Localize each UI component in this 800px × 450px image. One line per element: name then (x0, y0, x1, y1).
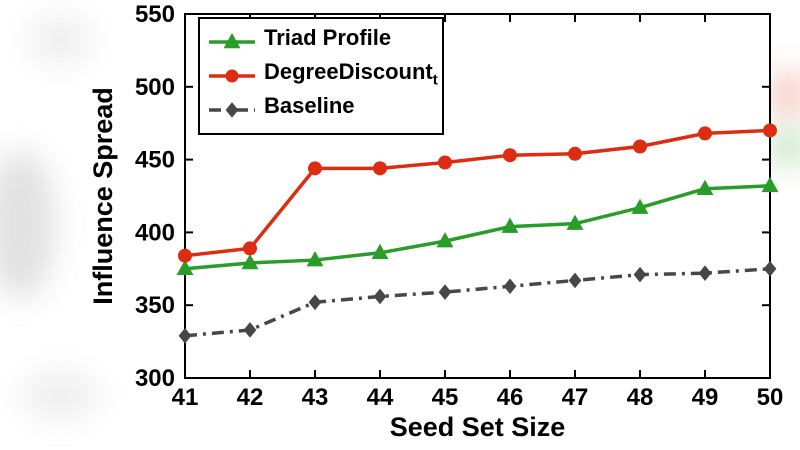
x-tick-label: 48 (627, 384, 654, 411)
y-tick-label: 450 (135, 147, 175, 174)
y-tick-label: 350 (135, 292, 175, 319)
y-tick-label: 500 (135, 74, 175, 101)
legend-sample-shape (223, 32, 241, 49)
data-point (306, 251, 324, 267)
legend-label: Baseline (264, 92, 355, 118)
data-point (436, 232, 454, 248)
data-point (503, 278, 517, 295)
series-line-1 (184, 128, 771, 258)
data-point (503, 148, 517, 163)
x-axis-label: Seed Set Size (389, 412, 566, 442)
legend-sample-line (209, 69, 255, 83)
legend-item-triad-profile: Triad Profile (208, 25, 432, 59)
data-point (373, 161, 387, 176)
legend: Triad Profile DegreeDiscountt Baseline (198, 17, 444, 135)
data-point (178, 248, 192, 263)
data-point (568, 146, 582, 161)
legend-item-degreediscount: DegreeDiscountt (208, 59, 438, 93)
data-point (241, 253, 259, 270)
data-point (371, 243, 389, 260)
x-tick-label: 47 (562, 384, 589, 411)
data-point (568, 272, 582, 289)
data-point (178, 327, 192, 344)
series-line-2 (184, 267, 771, 338)
x-tick-label: 41 (172, 384, 199, 411)
data-point (698, 126, 712, 141)
y-tick-label: 300 (135, 365, 175, 392)
data-point (501, 217, 519, 233)
y-axis-label: Influence Spread (88, 87, 118, 305)
y-tick-label: 550 (135, 1, 175, 28)
data-point (308, 161, 322, 176)
data-point (633, 139, 647, 154)
data-point (763, 261, 777, 277)
legend-sample-shape (225, 69, 239, 83)
y-tick-label: 400 (135, 219, 175, 246)
x-tick-label: 43 (302, 384, 329, 411)
legend-label: DegreeDiscountt (264, 58, 438, 89)
data-point (243, 322, 257, 338)
data-point (633, 266, 647, 283)
data-point (566, 214, 584, 230)
series-line-0 (184, 184, 771, 271)
legend-item-baseline: Baseline (208, 93, 432, 127)
data-point (438, 155, 452, 170)
data-point (763, 123, 777, 138)
data-point (761, 176, 779, 193)
data-point (373, 288, 387, 305)
x-tick-label: 50 (757, 384, 784, 411)
legend-sample-line (209, 32, 255, 49)
data-point (631, 198, 649, 214)
legend-sample-shape (225, 102, 239, 118)
legend-sample-line (209, 102, 255, 118)
data-point (696, 179, 714, 195)
data-point (698, 265, 712, 281)
legend-label: Triad Profile (264, 24, 392, 50)
data-point (308, 294, 322, 311)
data-point (438, 284, 452, 300)
x-tick-label: 49 (692, 384, 719, 411)
x-tick-label: 44 (367, 384, 394, 411)
data-point (243, 241, 257, 256)
x-tick-label: 46 (497, 384, 524, 411)
x-tick-label: 45 (432, 384, 459, 411)
x-tick-label: 42 (237, 384, 264, 411)
data-point (176, 259, 194, 276)
